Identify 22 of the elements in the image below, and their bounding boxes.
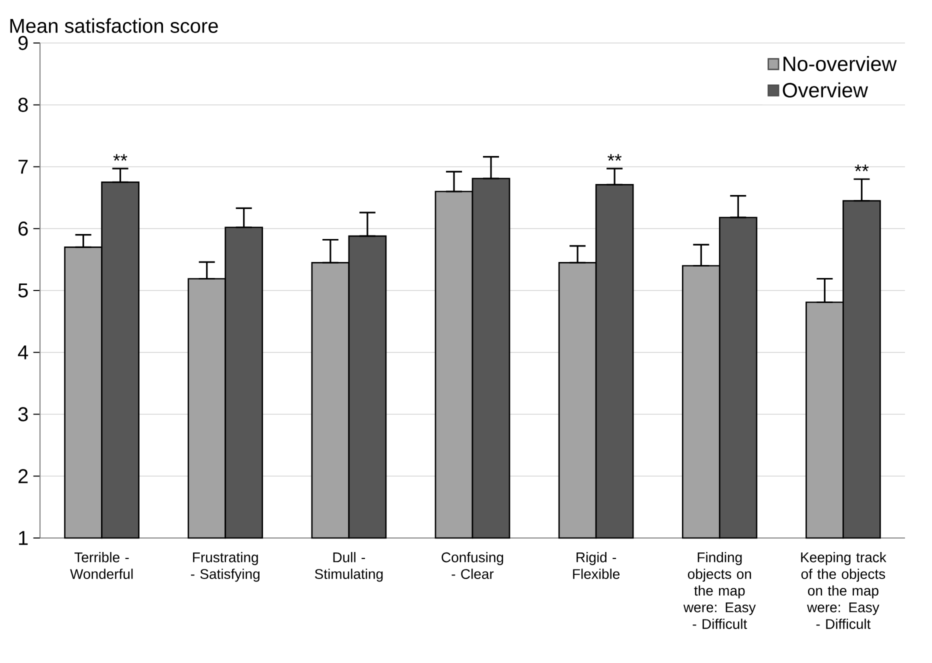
y-tick-label: 3 bbox=[18, 407, 28, 422]
y-tick-label: 7 bbox=[18, 160, 28, 174]
legend-label: No-overview bbox=[784, 56, 897, 72]
y-tick-label: 2 bbox=[18, 469, 28, 484]
legend-label: Overview bbox=[782, 82, 868, 98]
x-tick-label: Terrible - Wonderful bbox=[70, 552, 133, 579]
y-tick-label: 8 bbox=[18, 98, 28, 112]
x-tick-label: Frustrating - Satisfying bbox=[190, 552, 260, 582]
y-tick-label: 1 bbox=[19, 531, 28, 545]
y-tick-label: 9 bbox=[18, 36, 28, 50]
y-tick-label: 5 bbox=[18, 284, 28, 298]
y-tick-label: 4 bbox=[18, 345, 28, 360]
x-tick-label: Finding objects on the map were: Easy - Difficult bbox=[683, 552, 756, 629]
x-tick-label: Keeping track of the objects on the map were: Easy - Difficult bbox=[801, 552, 886, 629]
y-axis-title: Mean satisfaction score bbox=[10, 18, 218, 33]
annotation: ** bbox=[854, 164, 869, 172]
annotation: ** bbox=[608, 154, 622, 161]
y-tick-label: 6 bbox=[18, 222, 28, 236]
x-tick-label: Rigid - Flexible bbox=[573, 552, 620, 579]
x-tick-label: Dull - Stimulating bbox=[314, 552, 383, 582]
x-tick-label: Confusing - Clear bbox=[442, 552, 504, 579]
annotation: ** bbox=[113, 154, 128, 161]
